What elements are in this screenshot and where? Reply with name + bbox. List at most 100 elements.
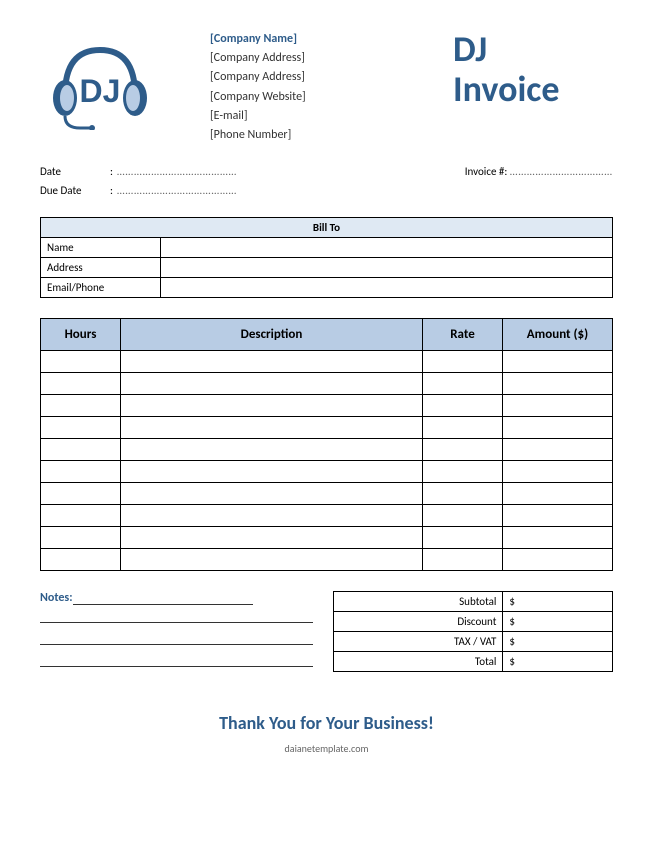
discount-label: Discount	[334, 612, 503, 632]
cell-rate	[423, 373, 503, 395]
invoice-title-line2: Invoice	[453, 70, 613, 110]
logo: DJ	[40, 30, 190, 145]
table-row	[41, 527, 613, 549]
cell-amount	[503, 483, 613, 505]
header-region: DJ [Company Name] [Company Address] [Com…	[40, 30, 613, 145]
table-row	[41, 351, 613, 373]
due-date-label: Due Date	[40, 184, 110, 197]
cell-rate	[423, 417, 503, 439]
cell-amount	[503, 549, 613, 571]
cell-amount	[503, 351, 613, 373]
subtotal-row: Subtotal $	[334, 592, 613, 612]
col-hours-header: Hours	[41, 319, 121, 351]
table-row	[41, 505, 613, 527]
cell-hours	[41, 417, 121, 439]
total-value: $	[503, 652, 613, 672]
cell-hours	[41, 351, 121, 373]
items-header-row: Hours Description Rate Amount ($)	[41, 319, 613, 351]
cell-amount	[503, 417, 613, 439]
table-row	[41, 373, 613, 395]
invoice-num-value: ………………………………	[510, 165, 613, 178]
cell-hours	[41, 439, 121, 461]
cell-description	[121, 527, 423, 549]
col-description-header: Description	[121, 319, 423, 351]
col-rate-header: Rate	[423, 319, 503, 351]
title-area: DJ Invoice	[453, 30, 613, 145]
cell-rate	[423, 439, 503, 461]
cell-hours	[41, 527, 121, 549]
table-row	[41, 395, 613, 417]
site-credit: daianetemplate.com	[40, 742, 613, 755]
cell-hours	[41, 549, 121, 571]
table-row	[41, 483, 613, 505]
company-email: [E-mail]	[210, 107, 433, 126]
cell-hours	[41, 395, 121, 417]
notes-line-1	[73, 591, 253, 605]
subtotal-value: $	[503, 592, 613, 612]
total-row: Total $	[334, 652, 613, 672]
table-row	[41, 549, 613, 571]
notes-line-4	[40, 649, 313, 667]
bill-to-name-label: Name	[41, 238, 161, 258]
company-info: [Company Name] [Company Address] [Compan…	[210, 30, 433, 145]
cell-rate	[423, 527, 503, 549]
company-name-placeholder: [Company Name]	[210, 30, 433, 49]
cell-description	[121, 439, 423, 461]
cell-amount	[503, 505, 613, 527]
bill-to-name-row: Name	[41, 238, 613, 258]
cell-description	[121, 549, 423, 571]
cell-description	[121, 505, 423, 527]
cell-description	[121, 373, 423, 395]
table-row	[41, 461, 613, 483]
total-label: Total	[334, 652, 503, 672]
meta-row-2: Due Date : ……………………………………	[40, 184, 613, 197]
table-row	[41, 439, 613, 461]
invoice-title-line1: DJ	[453, 30, 613, 70]
cell-rate	[423, 483, 503, 505]
notes-label: Notes:	[40, 591, 73, 605]
date-colon: :	[110, 165, 113, 178]
bill-to-header: Bill To	[41, 218, 613, 238]
discount-value: $	[503, 612, 613, 632]
cell-description	[121, 483, 423, 505]
date-label: Date	[40, 165, 110, 178]
cell-hours	[41, 483, 121, 505]
notes-line-3	[40, 627, 313, 645]
cell-description	[121, 417, 423, 439]
cell-hours	[41, 373, 121, 395]
cell-rate	[423, 505, 503, 527]
headphones-icon: DJ	[40, 30, 160, 130]
meta-row-1: Date : …………………………………… Invoice #: ……………………	[40, 165, 613, 178]
cell-description	[121, 351, 423, 373]
bill-to-name-value	[161, 238, 613, 258]
cell-rate	[423, 395, 503, 417]
logo-text: DJ	[80, 73, 121, 109]
bill-to-address-row: Address	[41, 258, 613, 278]
items-table: Hours Description Rate Amount ($)	[40, 318, 613, 571]
cell-rate	[423, 461, 503, 483]
bill-to-table: Bill To Name Address Email/Phone	[40, 217, 613, 298]
company-website: [Company Website]	[210, 88, 433, 107]
notes-line-2	[40, 605, 313, 623]
cell-rate	[423, 549, 503, 571]
cell-description	[121, 461, 423, 483]
due-date-value: ……………………………………	[117, 184, 237, 197]
invoice-num-label: Invoice #:	[465, 165, 508, 178]
totals-table: Subtotal $ Discount $ TAX / VAT $ Total …	[333, 591, 613, 672]
table-row	[41, 417, 613, 439]
footer-area: Notes: Subtotal $ Discount $ TAX / VAT $…	[40, 591, 613, 672]
cell-hours	[41, 505, 121, 527]
notes-area: Notes:	[40, 591, 313, 672]
company-phone: [Phone Number]	[210, 126, 433, 145]
date-value: ……………………………………	[117, 165, 237, 178]
bill-to-address-label: Address	[41, 258, 161, 278]
discount-row: Discount $	[334, 612, 613, 632]
cell-hours	[41, 461, 121, 483]
tax-label: TAX / VAT	[334, 632, 503, 652]
bill-to-contact-label: Email/Phone	[41, 278, 161, 298]
tax-value: $	[503, 632, 613, 652]
cell-amount	[503, 395, 613, 417]
bill-to-contact-row: Email/Phone	[41, 278, 613, 298]
cell-amount	[503, 439, 613, 461]
company-address-2: [Company Address]	[210, 68, 433, 87]
